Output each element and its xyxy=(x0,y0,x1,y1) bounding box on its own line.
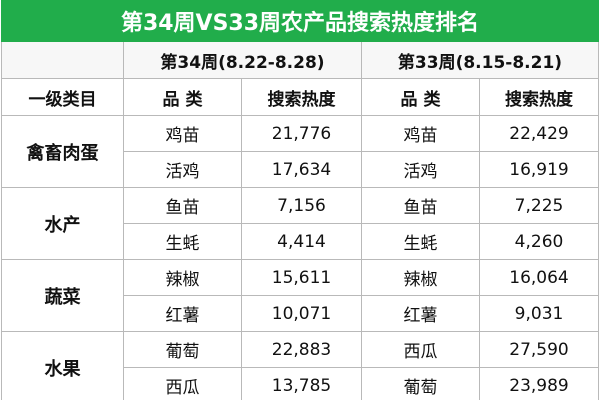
search-heat: 7,156 xyxy=(241,187,362,224)
column-header: 一级类目 xyxy=(1,78,124,116)
product-name: 葡萄 xyxy=(361,367,480,400)
product-name: 葡萄 xyxy=(123,331,242,368)
product-name: 辣椒 xyxy=(123,259,242,296)
column-header: 搜索热度 xyxy=(479,78,599,116)
search-heat: 21,776 xyxy=(241,115,362,152)
data-row: 禽畜肉蛋 鸡苗 21,776 鸡苗 22,429 xyxy=(1,115,599,188)
search-heat: 22,883 xyxy=(241,331,362,368)
product-name: 辣椒 xyxy=(361,259,480,296)
category-cell: 禽畜肉蛋 xyxy=(1,115,124,188)
search-heat: 7,225 xyxy=(479,187,599,224)
period-header: 第33周(8.15-8.21) xyxy=(361,41,599,79)
search-heat: 22,429 xyxy=(479,115,599,152)
search-heat: 4,260 xyxy=(479,223,599,260)
search-heat: 16,064 xyxy=(479,259,599,296)
search-heat: 16,919 xyxy=(479,151,599,188)
table-body: 禽畜肉蛋 鸡苗 21,776 鸡苗 22,429 活鸡 17,634 活鸡 16,919 水产 鱼苗… xyxy=(1,115,599,400)
search-heat: 4,414 xyxy=(241,223,362,260)
product-name: 活鸡 xyxy=(123,151,242,188)
search-heat: 17,634 xyxy=(241,151,362,188)
search-heat: 27,590 xyxy=(479,331,599,368)
category-cell: 水产 xyxy=(1,187,124,260)
category-cell: 水果 xyxy=(1,331,124,400)
search-heat: 13,785 xyxy=(241,367,362,400)
data-row: 生蚝 4,414 生蚝 4,260 xyxy=(2,223,599,260)
data-row: 水果 葡萄 22,883 西瓜 27,590 xyxy=(1,331,599,400)
column-header-row: 一级类目品 类搜索热度品 类搜索热度 xyxy=(1,78,599,116)
search-heat: 10,071 xyxy=(241,295,362,332)
table-title: 第34周VS33周农产品搜索热度排名 xyxy=(1,0,599,42)
data-row: 蔬菜 辣椒 15,611 辣椒 16,064 xyxy=(1,259,599,332)
column-header: 搜索热度 xyxy=(241,78,362,116)
data-row: 水产 鱼苗 7,156 鱼苗 7,225 xyxy=(1,187,599,260)
product-name: 生蚝 xyxy=(361,223,480,260)
product-name: 活鸡 xyxy=(361,151,480,188)
data-row: 活鸡 17,634 活鸡 16,919 xyxy=(2,151,599,188)
product-name: 鱼苗 xyxy=(361,187,480,224)
category-cell: 蔬菜 xyxy=(1,259,124,332)
product-name: 生蚝 xyxy=(123,223,242,260)
product-name: 鸡苗 xyxy=(361,115,480,152)
product-name: 红薯 xyxy=(361,295,480,332)
data-row: 红薯 10,071 红薯 9,031 xyxy=(2,295,599,332)
search-heat: 23,989 xyxy=(479,367,599,400)
column-header: 品 类 xyxy=(361,78,480,116)
column-header: 品 类 xyxy=(123,78,242,116)
product-name: 西瓜 xyxy=(361,331,480,368)
search-heat: 9,031 xyxy=(479,295,599,332)
product-name: 鱼苗 xyxy=(123,187,242,224)
product-name: 鸡苗 xyxy=(123,115,242,152)
blank-cell xyxy=(1,41,124,79)
product-name: 红薯 xyxy=(123,295,242,332)
period-header: 第34周(8.22-8.28) xyxy=(123,41,362,79)
search-heat: 15,611 xyxy=(241,259,362,296)
product-name: 西瓜 xyxy=(123,367,242,400)
data-row: 西瓜 13,785 葡萄 23,989 xyxy=(2,367,599,400)
